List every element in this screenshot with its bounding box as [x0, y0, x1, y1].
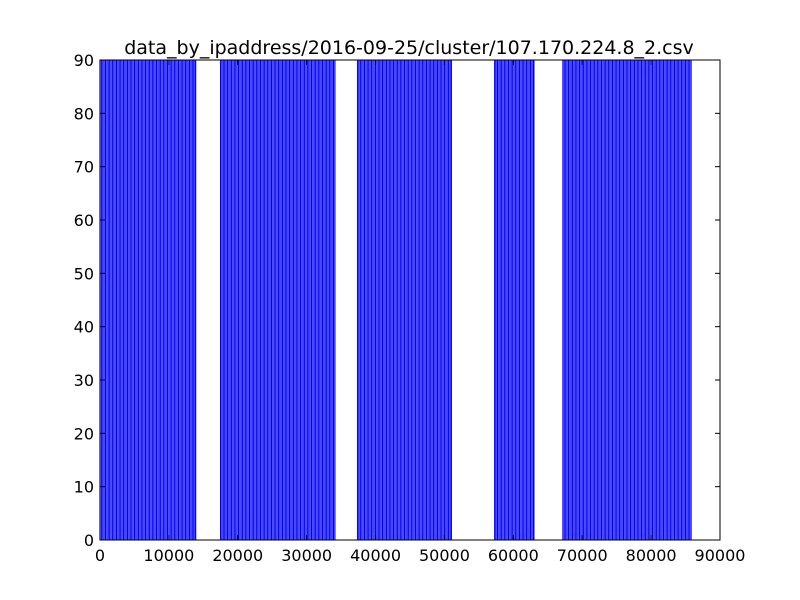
- bars: [99, 59, 692, 541]
- y-tick-label: 80: [74, 104, 94, 123]
- x-tick-label: 0: [95, 546, 105, 565]
- bar-cluster-4: [562, 59, 692, 541]
- plot-frame: [99, 59, 721, 541]
- y-tick-label: 20: [74, 424, 94, 443]
- x-tick-label: 30000: [281, 546, 332, 565]
- y-tick-label: 50: [74, 264, 94, 283]
- y-tick-label: 60: [74, 211, 94, 230]
- ticks: 0 10000 20000 30000 40000 50000 60000 70000 8000…: [74, 51, 746, 565]
- y-tick-label: 70: [74, 158, 94, 177]
- bar-cluster-1: [220, 59, 336, 541]
- x-tick-label: 60000: [488, 546, 539, 565]
- chart-title: data_by_ipaddress/2016-09-25/cluster/107…: [124, 37, 694, 59]
- x-tick-label: 80000: [626, 546, 677, 565]
- x-tick-label: 90000: [695, 546, 746, 565]
- x-tick-label: 40000: [350, 546, 401, 565]
- x-tick-label: 20000: [212, 546, 263, 565]
- y-tick-label: 0: [84, 531, 94, 550]
- x-tick-label: 70000: [557, 546, 608, 565]
- y-tick-label: 30: [74, 371, 94, 390]
- y-tick-label: 10: [74, 478, 94, 497]
- y-tick-label: 90: [74, 51, 94, 70]
- x-tick-label: 10000: [143, 546, 194, 565]
- y-tick-label: 40: [74, 318, 94, 337]
- x-tick-label: 50000: [419, 546, 470, 565]
